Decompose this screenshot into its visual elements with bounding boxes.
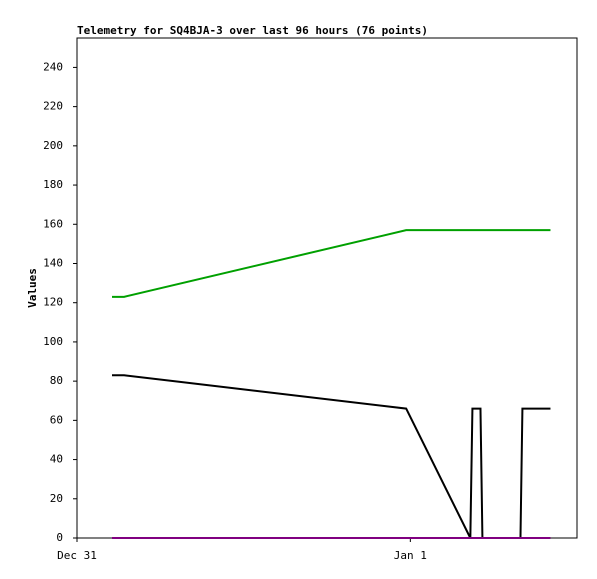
- y-tick-label: 120: [43, 296, 63, 309]
- x-tick-label: Dec 31: [57, 549, 97, 562]
- y-tick-label: 40: [50, 453, 63, 466]
- y-tick-label: 160: [43, 217, 63, 230]
- series-line: [112, 374, 551, 539]
- x-tick-label: Jan 1: [394, 549, 427, 562]
- y-tick-label: 220: [43, 100, 63, 113]
- y-tick-label: 180: [43, 178, 63, 191]
- y-tick-label: 60: [50, 413, 63, 426]
- y-tick-label: 0: [56, 531, 63, 544]
- y-tick-label: 140: [43, 256, 63, 269]
- plot-frame: [76, 37, 578, 539]
- y-axis-label: Values: [26, 268, 39, 308]
- chart-title: Telemetry for SQ4BJA-3 over last 96 hour…: [77, 24, 428, 37]
- y-tick-label: 240: [43, 60, 63, 73]
- y-tick-label: 80: [50, 374, 63, 387]
- series-line: [112, 229, 551, 298]
- y-tick-label: 100: [43, 335, 63, 348]
- y-tick-label: 20: [50, 492, 63, 505]
- y-tick-label: 200: [43, 139, 63, 152]
